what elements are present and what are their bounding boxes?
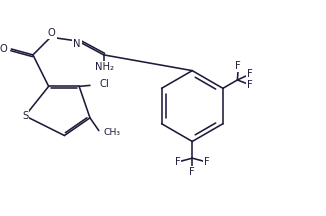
- Text: NH₂: NH₂: [95, 62, 114, 72]
- Text: Cl: Cl: [100, 79, 110, 89]
- Text: CH₃: CH₃: [104, 128, 121, 137]
- Text: F: F: [175, 157, 180, 167]
- Text: F: F: [189, 167, 195, 177]
- Text: F: F: [247, 69, 253, 79]
- Text: O: O: [48, 28, 55, 38]
- Text: F: F: [204, 157, 210, 167]
- Text: N: N: [73, 39, 81, 49]
- Text: O: O: [0, 44, 7, 54]
- Text: F: F: [247, 80, 253, 90]
- Text: F: F: [235, 61, 241, 71]
- Text: S: S: [22, 111, 28, 121]
